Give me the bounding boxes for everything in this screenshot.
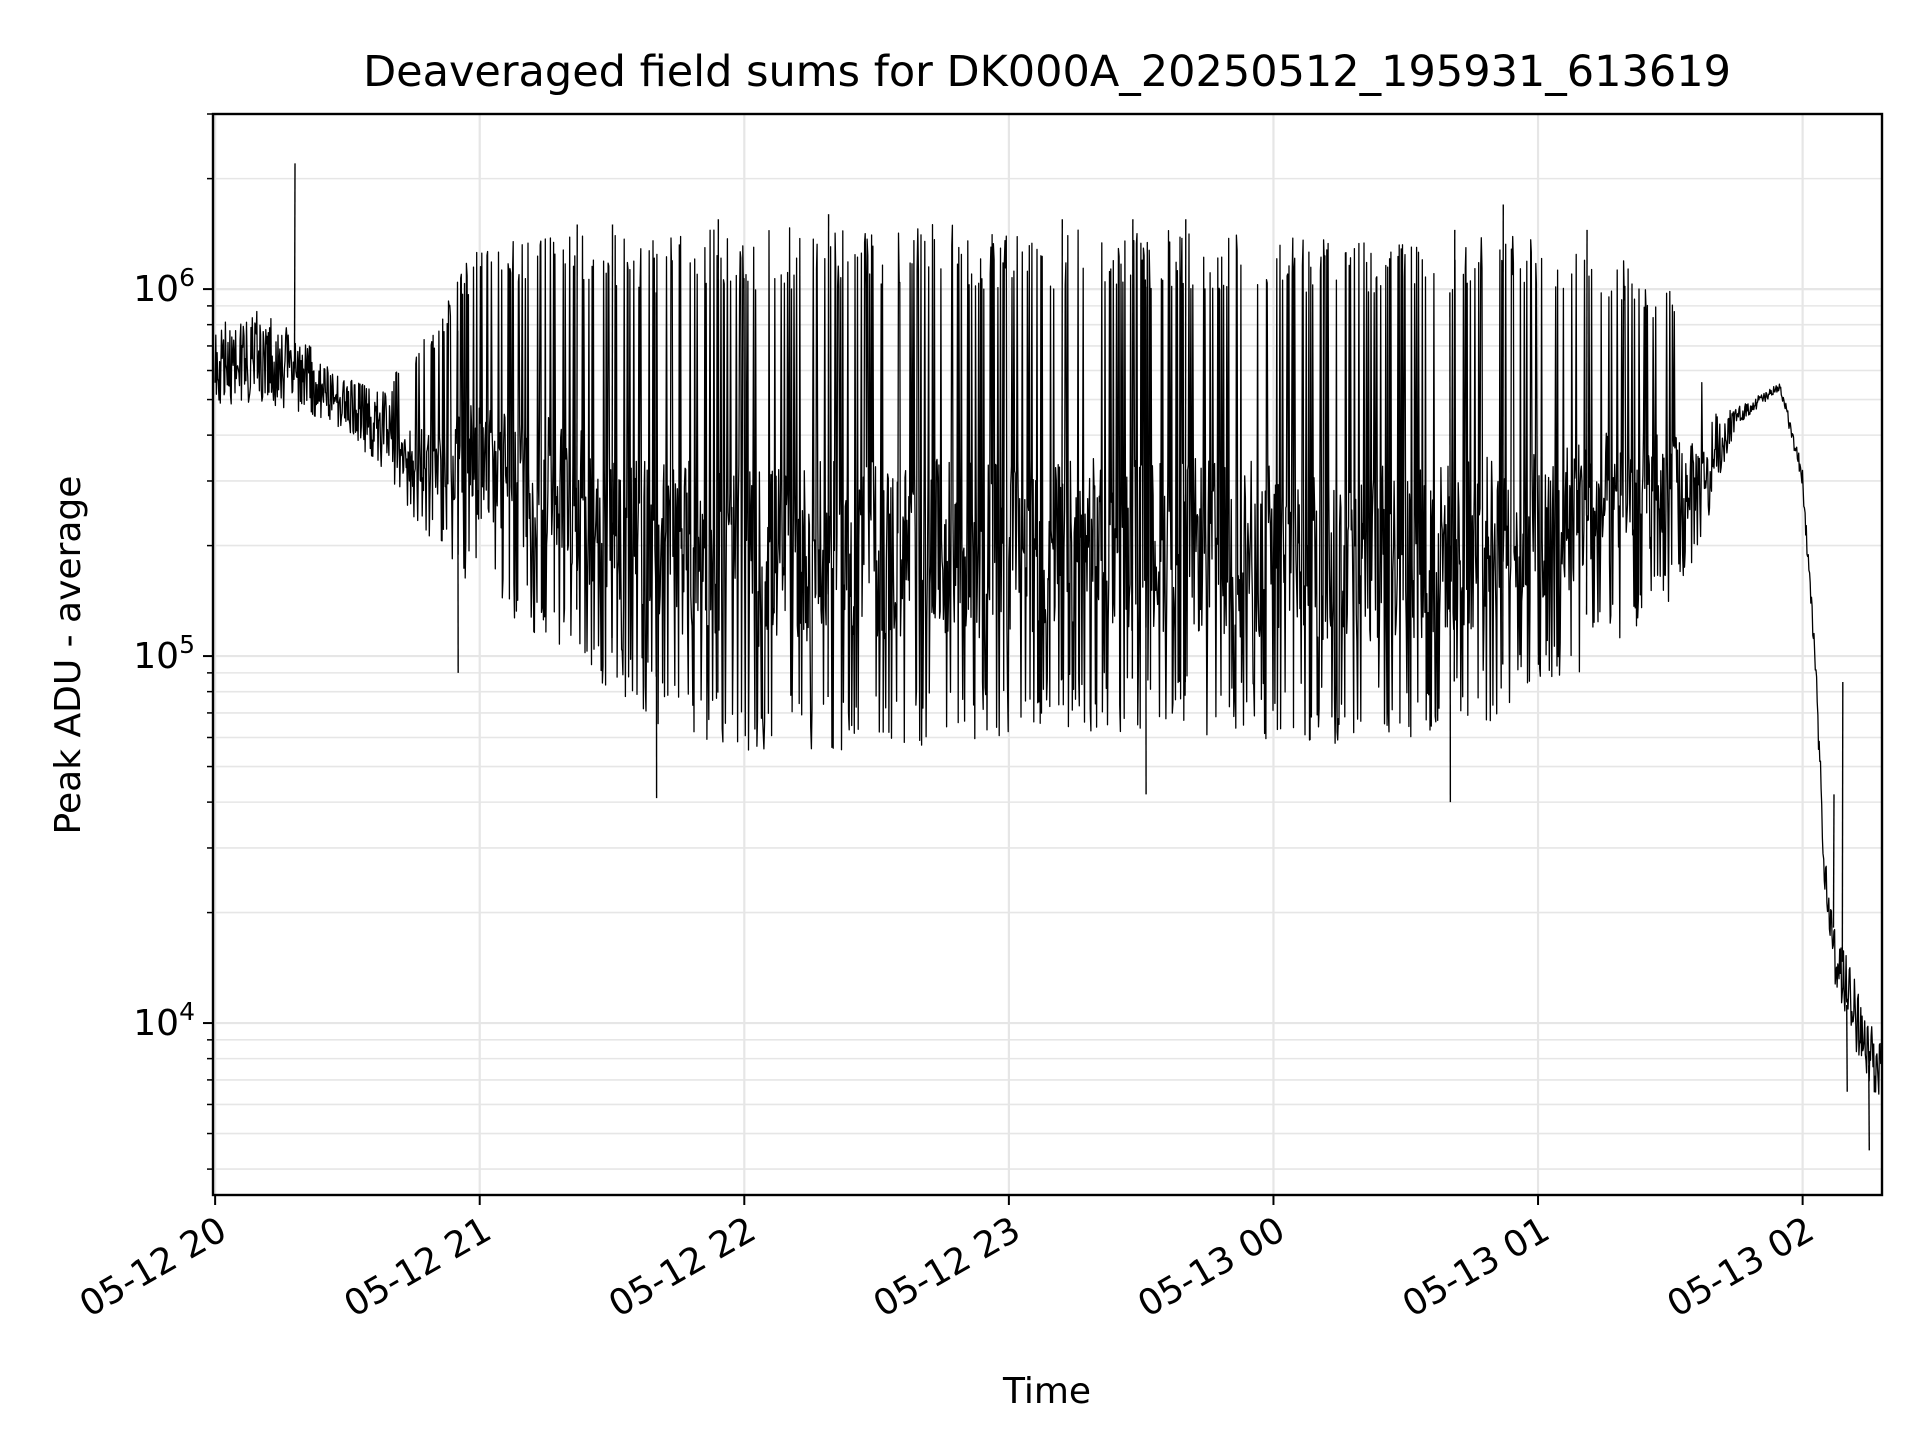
- series-spike: [1449, 292, 1452, 803]
- x-tick-label: 05-12 20: [73, 1209, 234, 1325]
- x-tick-label: 05-12 22: [602, 1209, 763, 1325]
- x-axis-label: Time: [1002, 1371, 1091, 1412]
- x-tick-label: 05-13 01: [1396, 1209, 1557, 1325]
- series-spike: [1868, 1065, 1870, 1151]
- series-spike: [456, 330, 459, 673]
- x-tick-label: 05-12 23: [867, 1209, 1028, 1325]
- x-tick-label: 05-13 00: [1131, 1209, 1292, 1325]
- series-spike: [1061, 219, 1063, 680]
- series-line: [214, 224, 1883, 1095]
- series-spike: [1585, 229, 1588, 615]
- chart-title: Deaveraged field sums for DK000A_2025051…: [363, 47, 1731, 97]
- series-spike: [1453, 229, 1456, 682]
- series-spike: [576, 224, 578, 610]
- series-spike: [1832, 794, 1835, 928]
- y-tick-label: 105: [133, 630, 195, 677]
- series-spike: [655, 292, 658, 799]
- y-axis-label: Peak ADU - average: [48, 476, 89, 835]
- series-spike: [1184, 219, 1187, 683]
- x-axis: 05-12 20 05-12 21 05-12 22 05-12 23 05-13 00…: [73, 1195, 1821, 1326]
- series-spike: [611, 224, 614, 639]
- series-spike: [1144, 286, 1147, 795]
- y-axis: 104 105 106: [133, 113, 213, 1170]
- series-spike: [1841, 681, 1844, 962]
- x-tick-label: 05-13 02: [1660, 1209, 1821, 1325]
- series-spike: [1846, 1004, 1848, 1092]
- plot-frame: [211, 112, 1884, 1197]
- y-tick-label: 106: [133, 263, 195, 310]
- series-spike: [717, 219, 720, 693]
- y-tick-label: 104: [133, 997, 195, 1044]
- data-series: [214, 163, 1883, 1151]
- series-spike: [293, 163, 296, 369]
- series-spike: [827, 214, 830, 697]
- series-spike: [1502, 204, 1504, 665]
- series-spike: [1131, 219, 1134, 679]
- x-tick-label: 05-12 21: [338, 1209, 499, 1325]
